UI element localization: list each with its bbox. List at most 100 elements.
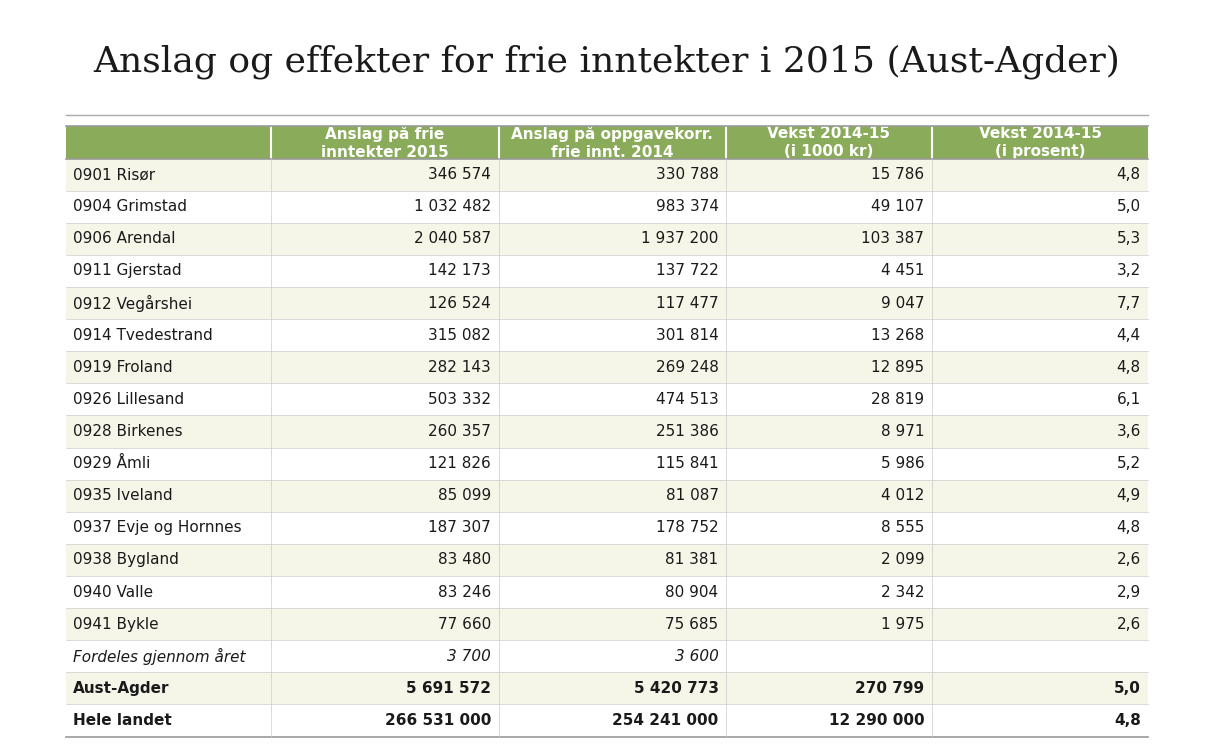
Text: 503 332: 503 332 bbox=[429, 392, 492, 407]
Text: 4,8: 4,8 bbox=[1117, 167, 1141, 182]
Text: Vekst 2014-15
(i prosent): Vekst 2014-15 (i prosent) bbox=[978, 126, 1101, 159]
Text: 270 799: 270 799 bbox=[855, 681, 924, 696]
Bar bbox=[726, 383, 932, 415]
Bar bbox=[66, 190, 271, 222]
Bar bbox=[932, 705, 1148, 737]
Bar bbox=[726, 544, 932, 576]
Bar bbox=[271, 126, 499, 158]
Bar bbox=[932, 641, 1148, 673]
Bar bbox=[499, 480, 726, 512]
Bar bbox=[66, 351, 271, 383]
Bar bbox=[726, 190, 932, 222]
Text: Anslag på frie
inntekter 2015: Anslag på frie inntekter 2015 bbox=[322, 125, 449, 161]
Text: 83 246: 83 246 bbox=[438, 585, 492, 600]
Bar bbox=[271, 190, 499, 222]
Text: 1 937 200: 1 937 200 bbox=[641, 231, 719, 246]
Text: 77 660: 77 660 bbox=[438, 617, 492, 632]
Text: 5,2: 5,2 bbox=[1117, 456, 1141, 471]
Bar bbox=[66, 415, 271, 448]
Bar bbox=[499, 673, 726, 705]
Text: 0911 Gjerstad: 0911 Gjerstad bbox=[73, 263, 182, 278]
Bar bbox=[66, 448, 271, 480]
Bar bbox=[932, 512, 1148, 544]
Bar bbox=[932, 190, 1148, 222]
Text: 4,9: 4,9 bbox=[1117, 488, 1141, 503]
Bar bbox=[66, 544, 271, 576]
Bar bbox=[726, 480, 932, 512]
Text: 8 971: 8 971 bbox=[881, 424, 924, 439]
Bar bbox=[932, 608, 1148, 641]
Text: 6,1: 6,1 bbox=[1117, 392, 1141, 407]
Bar bbox=[499, 544, 726, 576]
Bar bbox=[726, 576, 932, 608]
Text: 260 357: 260 357 bbox=[429, 424, 492, 439]
Text: 103 387: 103 387 bbox=[862, 231, 924, 246]
Bar bbox=[499, 383, 726, 415]
Text: 266 531 000: 266 531 000 bbox=[385, 713, 492, 728]
Bar bbox=[499, 448, 726, 480]
Text: 2 040 587: 2 040 587 bbox=[414, 231, 492, 246]
Bar bbox=[726, 641, 932, 673]
Text: 4 012: 4 012 bbox=[881, 488, 924, 503]
Text: 269 248: 269 248 bbox=[656, 360, 719, 375]
Bar bbox=[932, 255, 1148, 287]
Bar bbox=[271, 705, 499, 737]
Bar bbox=[932, 319, 1148, 351]
Text: 0937 Evje og Hornnes: 0937 Evje og Hornnes bbox=[73, 520, 242, 536]
Bar bbox=[271, 576, 499, 608]
Bar bbox=[271, 544, 499, 576]
Text: 0912 Vegårshei: 0912 Vegårshei bbox=[73, 295, 192, 312]
Bar bbox=[932, 480, 1148, 512]
Text: 4,8: 4,8 bbox=[1117, 360, 1141, 375]
Bar bbox=[66, 705, 271, 737]
Text: Vekst 2014-15
(i 1000 kr): Vekst 2014-15 (i 1000 kr) bbox=[767, 126, 891, 159]
Text: 85 099: 85 099 bbox=[438, 488, 492, 503]
Bar bbox=[271, 158, 499, 190]
Text: 4 451: 4 451 bbox=[881, 263, 924, 278]
Text: Anslag på oppgavekorr.
frie innt. 2014: Anslag på oppgavekorr. frie innt. 2014 bbox=[511, 125, 714, 161]
Bar bbox=[66, 512, 271, 544]
Text: 1 975: 1 975 bbox=[881, 617, 924, 632]
Text: 115 841: 115 841 bbox=[656, 456, 719, 471]
Text: 2,6: 2,6 bbox=[1117, 553, 1141, 568]
Bar bbox=[726, 158, 932, 190]
Text: 75 685: 75 685 bbox=[665, 617, 719, 632]
Text: 81 087: 81 087 bbox=[665, 488, 719, 503]
Text: 3 700: 3 700 bbox=[447, 649, 492, 664]
Bar bbox=[726, 126, 932, 158]
Bar bbox=[499, 705, 726, 737]
Bar bbox=[499, 641, 726, 673]
Text: 0906 Arendal: 0906 Arendal bbox=[73, 231, 176, 246]
Bar bbox=[726, 705, 932, 737]
Text: 0941 Bykle: 0941 Bykle bbox=[73, 617, 159, 632]
Bar bbox=[932, 576, 1148, 608]
Bar bbox=[499, 319, 726, 351]
Bar bbox=[66, 158, 271, 190]
Text: 5 691 572: 5 691 572 bbox=[407, 681, 492, 696]
Text: Fordeles gjennom året: Fordeles gjennom året bbox=[73, 648, 245, 665]
Text: 12 895: 12 895 bbox=[872, 360, 924, 375]
Text: 137 722: 137 722 bbox=[656, 263, 719, 278]
Text: 251 386: 251 386 bbox=[656, 424, 719, 439]
Text: 0928 Birkenes: 0928 Birkenes bbox=[73, 424, 183, 439]
Text: 49 107: 49 107 bbox=[872, 199, 924, 214]
Text: 0919 Froland: 0919 Froland bbox=[73, 360, 172, 375]
Text: 0904 Grimstad: 0904 Grimstad bbox=[73, 199, 187, 214]
Text: 0901 Risør: 0901 Risør bbox=[73, 167, 155, 182]
Text: 0940 Valle: 0940 Valle bbox=[73, 585, 153, 600]
Bar bbox=[726, 287, 932, 319]
Text: 5,0: 5,0 bbox=[1117, 199, 1141, 214]
Bar bbox=[932, 158, 1148, 190]
Text: 15 786: 15 786 bbox=[872, 167, 924, 182]
Bar bbox=[499, 287, 726, 319]
Bar bbox=[932, 673, 1148, 705]
Bar bbox=[66, 222, 271, 255]
Bar bbox=[271, 383, 499, 415]
Bar bbox=[726, 673, 932, 705]
Bar bbox=[271, 608, 499, 641]
Bar bbox=[499, 576, 726, 608]
Text: 301 814: 301 814 bbox=[656, 327, 719, 343]
Bar bbox=[66, 673, 271, 705]
Text: 2 342: 2 342 bbox=[881, 585, 924, 600]
Text: 5,0: 5,0 bbox=[1114, 681, 1141, 696]
